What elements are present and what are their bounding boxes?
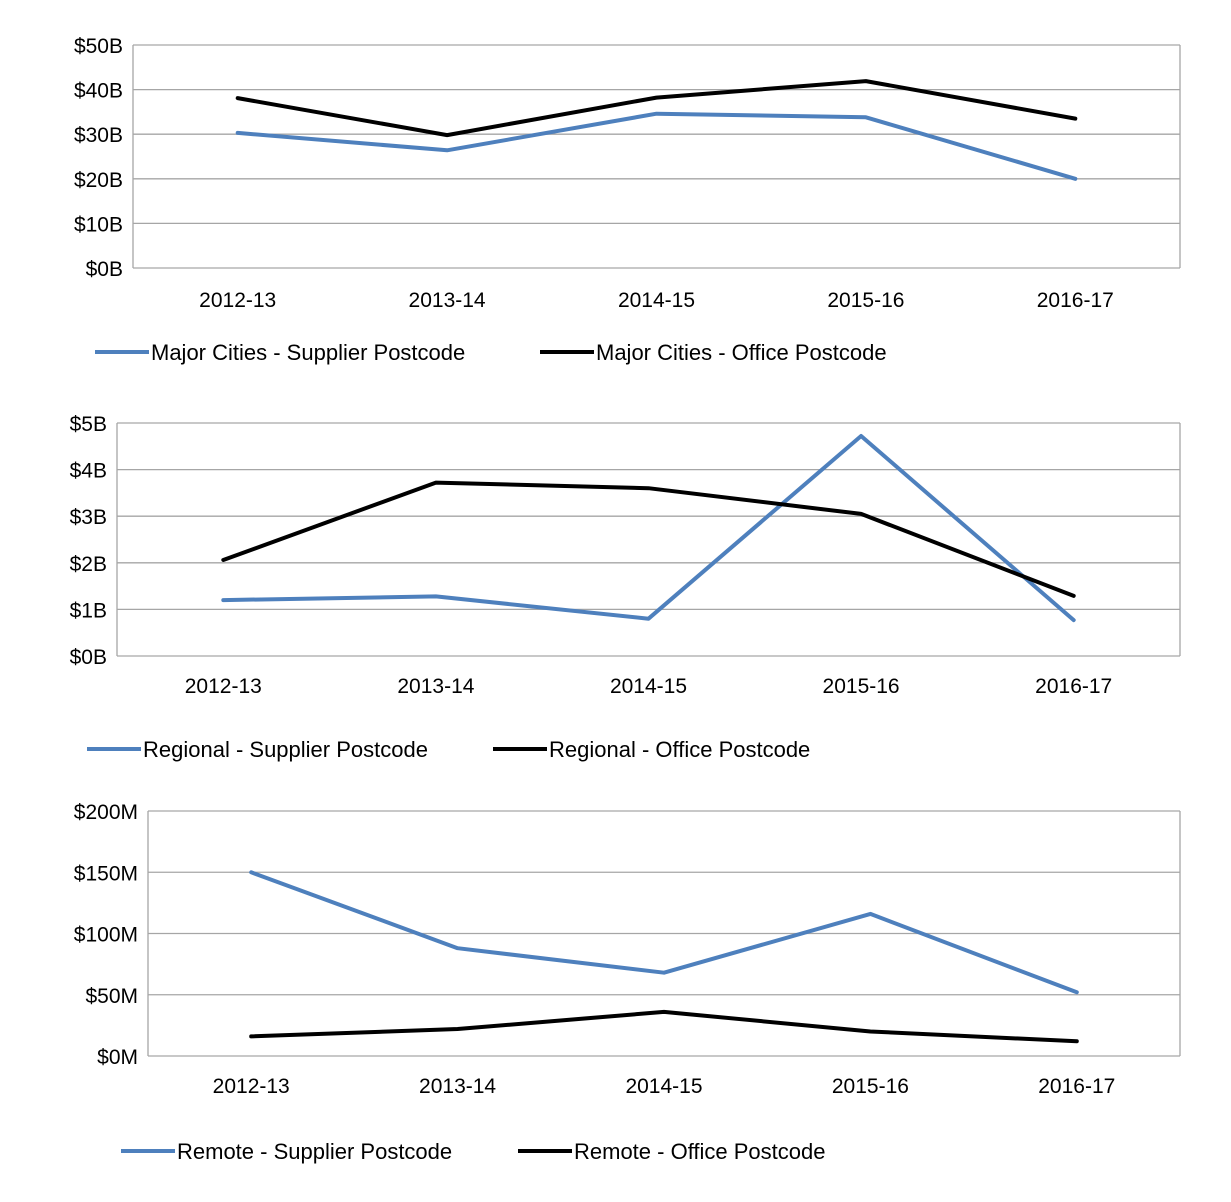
y-tick-label: $100M (74, 924, 138, 947)
x-tick-label: 2013-14 (419, 1075, 496, 1098)
legend-label: Major Cities - Office Postcode (596, 340, 887, 365)
chart-3: $0M $50M $100M $150M $200M 2012-13 2013-14 2014… (74, 801, 1181, 1164)
x-tick-label: 2014-15 (610, 675, 687, 698)
series-line-supplier (249, 870, 1079, 995)
x-tick-label: 2014-15 (618, 289, 695, 312)
x-tick-label: 2013-14 (409, 289, 486, 312)
y-tick-label: $30B (74, 124, 123, 147)
series-line-office (221, 480, 1076, 598)
x-tick-label: 2016-17 (1038, 1075, 1115, 1098)
x-tick-label: 2016-17 (1037, 289, 1114, 312)
legend-label: Regional - Supplier Postcode (143, 737, 428, 762)
y-tick-label: $5B (70, 413, 107, 436)
series-line-supplier (235, 111, 1078, 181)
y-tick-label: $200M (74, 801, 138, 824)
y-tick-label: $50M (85, 985, 138, 1008)
x-tick-label: 2012-13 (185, 675, 262, 698)
x-tick-label: 2015-16 (832, 1075, 909, 1098)
y-tick-label: $50B (74, 35, 123, 58)
y-tick-label: $2B (70, 553, 107, 576)
y-tick-label: $4B (70, 460, 107, 483)
x-tick-label: 2012-13 (199, 289, 276, 312)
series-line-supplier (221, 434, 1076, 623)
y-tick-label: $20B (74, 169, 123, 192)
y-tick-label: $150M (74, 862, 138, 885)
legend-label: Regional - Office Postcode (549, 737, 810, 762)
y-tick-label: $0M (97, 1046, 138, 1069)
y-tick-label: $1B (70, 599, 107, 622)
x-tick-label: 2016-17 (1035, 675, 1112, 698)
x-tick-label: 2015-16 (823, 675, 900, 698)
legend-label: Remote - Office Postcode (574, 1139, 826, 1164)
chart-2: $0B $1B $2B $3B $4B $5B 2012-13 2013-14 2014-15 2… (70, 413, 1181, 762)
y-tick-label: $40B (74, 80, 123, 103)
chart-1: $0B $10B $20B $30B $40B $50B 2012-13 2013-14 201… (74, 35, 1181, 365)
x-tick-label: 2014-15 (625, 1075, 702, 1098)
y-tick-label: $0B (70, 646, 107, 669)
x-tick-label: 2013-14 (397, 675, 474, 698)
x-tick-label: 2015-16 (827, 289, 904, 312)
legend-label: Remote - Supplier Postcode (177, 1139, 452, 1164)
y-tick-label: $3B (70, 506, 107, 529)
x-tick-label: 2012-13 (213, 1075, 290, 1098)
y-tick-label: $0B (86, 258, 123, 281)
series-line-office (249, 1009, 1079, 1044)
legend-label: Major Cities - Supplier Postcode (151, 340, 465, 365)
y-tick-label: $10B (74, 213, 123, 236)
series-line-office (235, 79, 1078, 138)
